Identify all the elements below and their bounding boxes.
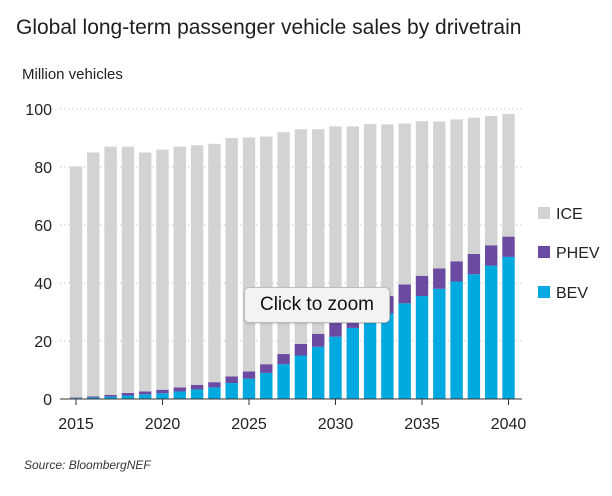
bar-bev-2039 bbox=[485, 265, 498, 399]
legend-label-bev: BEV bbox=[556, 285, 588, 302]
bar-phev-2040 bbox=[502, 236, 515, 257]
bar-bev-2016 bbox=[87, 397, 100, 399]
bar-phev-2030 bbox=[329, 322, 342, 337]
bar-bev-2037 bbox=[450, 281, 463, 399]
bar-bev-2030 bbox=[329, 336, 342, 399]
bar-ice-2022 bbox=[190, 145, 204, 385]
gridlines: 0 20 40 60 80 100 bbox=[25, 102, 522, 409]
bar-ice-2031 bbox=[346, 126, 359, 313]
bar-phev-2034 bbox=[398, 284, 411, 304]
bar-ice-2035 bbox=[415, 121, 429, 276]
bar-phev-2018 bbox=[121, 392, 135, 396]
bar-phev-2019 bbox=[139, 391, 152, 395]
bar-ice-2032 bbox=[363, 124, 377, 305]
legend-label-phev: PHEV bbox=[556, 245, 600, 262]
axes: 2015 2020 2025 2030 2035 2040 bbox=[58, 398, 527, 433]
bar-phev-2026 bbox=[260, 364, 273, 373]
y-axis-label: Million vehicles bbox=[22, 66, 123, 83]
bar-phev-2023 bbox=[208, 382, 221, 388]
source-note: Source: BloombergNEF bbox=[24, 458, 151, 472]
bar-ice-2030 bbox=[329, 126, 342, 323]
bar-phev-2028 bbox=[294, 343, 308, 356]
bar-ice-2023 bbox=[208, 143, 221, 383]
chart-title: Global long-term passenger vehicle sales… bbox=[16, 16, 522, 39]
bar-phev-2039 bbox=[485, 245, 498, 266]
bar-bev-2036 bbox=[433, 288, 446, 399]
x-tick-label: 2035 bbox=[404, 416, 440, 433]
bar-ice-2017 bbox=[104, 146, 117, 395]
bar-ice-2037 bbox=[450, 119, 463, 262]
bar-bev-2017 bbox=[104, 396, 117, 399]
bar-phev-2035 bbox=[415, 275, 429, 297]
bar-bev-2025 bbox=[242, 378, 256, 399]
bar-phev-2029 bbox=[312, 333, 325, 347]
bar-ice-2033 bbox=[381, 124, 394, 297]
bar-phev-2036 bbox=[433, 268, 446, 289]
bar-phev-2016 bbox=[87, 396, 100, 398]
bar-bev-2028 bbox=[294, 355, 308, 399]
bar-phev-2021 bbox=[173, 387, 186, 392]
bar-ice-2020 bbox=[156, 149, 169, 390]
bar-bev-2026 bbox=[260, 372, 273, 399]
bar-bev-2032 bbox=[363, 320, 377, 399]
y-tick-label: 0 bbox=[43, 392, 52, 409]
bar-ice-2036 bbox=[433, 121, 446, 269]
bar-ice-2024 bbox=[225, 138, 238, 377]
x-tick-label: 2015 bbox=[58, 416, 94, 433]
y-tick-label: 20 bbox=[34, 334, 52, 351]
bar-phev-2017 bbox=[104, 394, 117, 397]
y-tick-label: 100 bbox=[25, 102, 52, 119]
bar-phev-2037 bbox=[450, 261, 463, 282]
bar-bev-2029 bbox=[312, 346, 325, 399]
bar-bev-2031 bbox=[346, 327, 359, 399]
y-tick-label: 40 bbox=[34, 276, 52, 293]
bar-bev-2021 bbox=[173, 391, 186, 399]
bar-phev-2015 bbox=[69, 397, 83, 399]
bar-bev-2024 bbox=[225, 383, 238, 399]
x-tick-label: 2025 bbox=[231, 416, 267, 433]
x-tick-label: 2030 bbox=[318, 416, 354, 433]
y-tick-label: 60 bbox=[34, 218, 52, 235]
bar-ice-2029 bbox=[312, 129, 325, 334]
bar-bev-2040 bbox=[502, 256, 515, 399]
bar-ice-2026 bbox=[260, 136, 273, 365]
y-tick-label: 80 bbox=[34, 160, 52, 177]
legend: ICE PHEV BEV bbox=[538, 206, 600, 302]
bar-ice-2040 bbox=[502, 113, 515, 237]
bar-ice-2025 bbox=[242, 137, 256, 372]
bar-bev-2020 bbox=[156, 393, 169, 399]
bar-ice-2015 bbox=[69, 166, 83, 398]
bar-ice-2019 bbox=[139, 152, 152, 392]
bar-bev-2019 bbox=[139, 394, 152, 399]
bar-bev-2027 bbox=[277, 364, 290, 399]
x-tick-label: 2040 bbox=[491, 416, 527, 433]
bar-ice-2018 bbox=[121, 146, 135, 393]
bar-phev-2025 bbox=[242, 371, 256, 379]
bar-phev-2027 bbox=[277, 354, 290, 365]
bar-ice-2038 bbox=[467, 117, 481, 254]
bar-bev-2038 bbox=[467, 274, 481, 399]
bar-bev-2035 bbox=[415, 296, 429, 399]
bar-bev-2018 bbox=[121, 395, 135, 399]
legend-swatch-ice bbox=[538, 207, 550, 219]
click-to-zoom-button[interactable]: Click to zoom bbox=[244, 287, 390, 323]
bars bbox=[69, 113, 515, 399]
bar-ice-2039 bbox=[485, 115, 498, 246]
bar-phev-2020 bbox=[156, 389, 169, 394]
bar-ice-2021 bbox=[173, 146, 186, 388]
bar-phev-2022 bbox=[190, 384, 204, 390]
bar-phev-2038 bbox=[467, 254, 481, 275]
legend-label-ice: ICE bbox=[556, 206, 583, 223]
bar-phev-2024 bbox=[225, 376, 238, 384]
bar-bev-2023 bbox=[208, 387, 221, 399]
bar-ice-2034 bbox=[398, 123, 411, 285]
bar-bev-2033 bbox=[381, 313, 394, 399]
bar-bev-2034 bbox=[398, 303, 411, 399]
legend-swatch-bev bbox=[538, 286, 550, 298]
bar-ice-2016 bbox=[87, 152, 100, 397]
legend-swatch-phev bbox=[538, 246, 550, 258]
x-tick-label: 2020 bbox=[145, 416, 181, 433]
bar-bev-2022 bbox=[190, 389, 204, 399]
